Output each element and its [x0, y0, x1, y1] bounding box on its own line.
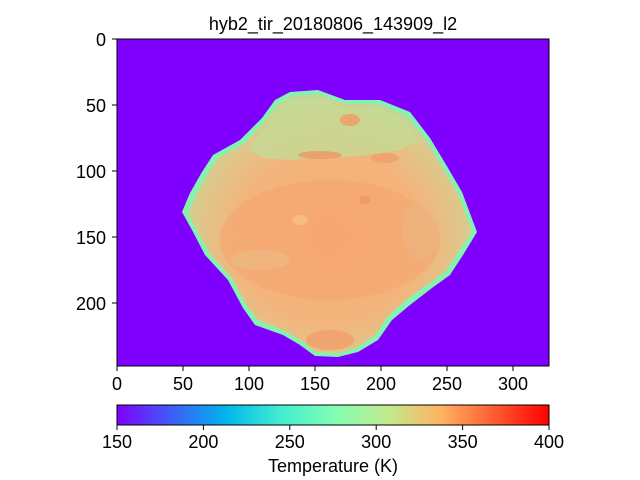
colorbar: 150 200 250 300 350 400 Temperature (K): [102, 404, 564, 476]
x-tick-label: 50: [173, 374, 193, 394]
colorbar-tick-label: 300: [361, 432, 391, 452]
colorbar-gradient: [116, 404, 550, 426]
asteroid-equatorial-region: [220, 180, 440, 300]
x-tick-label: 250: [432, 374, 462, 394]
surface-feature: [230, 250, 290, 270]
figure-title: hyb2_tir_20180806_143909_l2: [209, 14, 457, 35]
y-axis: 0 50 100 150 200: [76, 30, 117, 314]
x-tick-label: 200: [366, 374, 396, 394]
colorbar-label: Temperature (K): [268, 456, 398, 476]
x-tick-label: 0: [112, 374, 122, 394]
asteroid-thermal-image: [182, 90, 477, 357]
surface-feature: [298, 151, 342, 159]
colorbar-tick-label: 150: [102, 432, 132, 452]
y-tick-label: 150: [76, 228, 106, 248]
surface-feature: [402, 200, 438, 260]
surface-feature: [371, 153, 399, 163]
x-axis: 0 50 100 150 200 250 300: [112, 366, 528, 394]
image-axes-frame: [116, 38, 550, 367]
colorbar-tick-label: 350: [448, 432, 478, 452]
colorbar-tick-label: 200: [188, 432, 218, 452]
colorbar-tick-label: 400: [534, 432, 564, 452]
surface-feature: [306, 330, 354, 350]
surface-feature: [359, 196, 371, 204]
x-tick-label: 150: [300, 374, 330, 394]
y-tick-label: 200: [76, 294, 106, 314]
y-tick-label: 50: [86, 96, 106, 116]
colorbar-tick-label: 250: [275, 432, 305, 452]
surface-feature: [340, 114, 360, 126]
asteroid-north-region: [248, 98, 420, 160]
y-tick-label: 100: [76, 162, 106, 182]
y-tick-label: 0: [96, 30, 106, 50]
x-tick-label: 100: [234, 374, 264, 394]
x-tick-label: 300: [498, 374, 528, 394]
surface-feature: [292, 215, 308, 225]
